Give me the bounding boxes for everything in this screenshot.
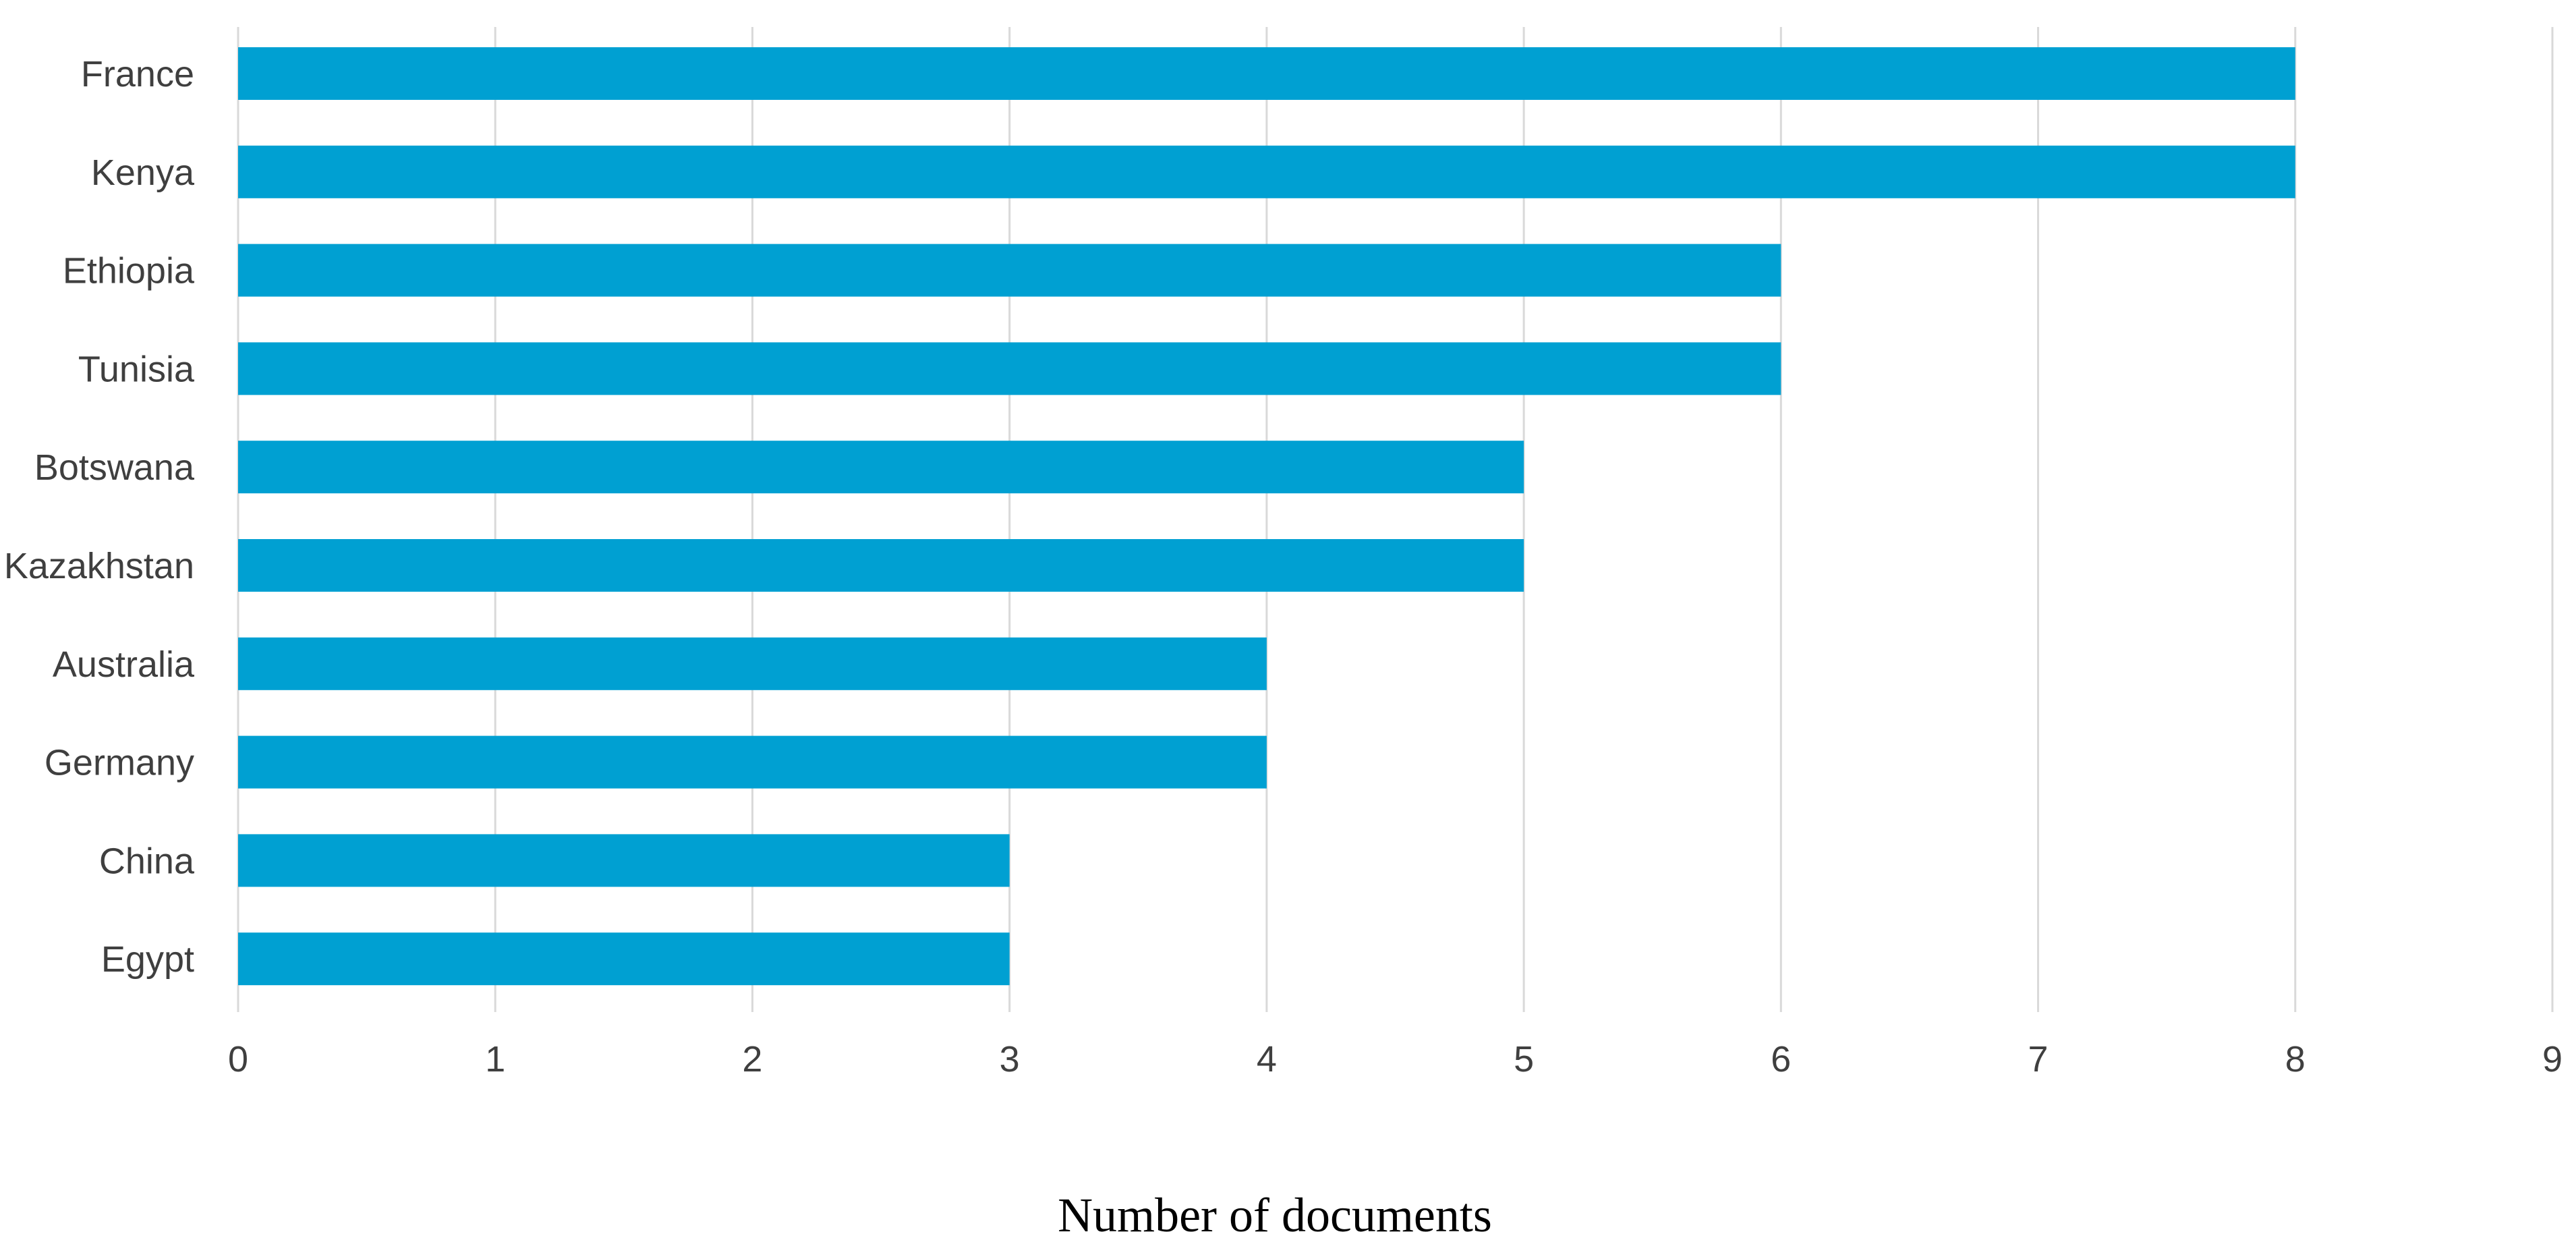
category-label: Kazakhstan [4, 546, 194, 586]
bar-germany [238, 735, 1267, 789]
bar-australia [238, 637, 1267, 690]
bar-kenya [238, 145, 2295, 198]
bar-kazakhstan [238, 539, 1524, 592]
bar-china [238, 834, 1010, 887]
category-label: Germany [45, 743, 194, 783]
category-label: Ethiopia [63, 251, 195, 291]
category-label: Egypt [101, 939, 194, 980]
x-tick-label: 4 [1257, 1039, 1277, 1080]
bar-tunisia [238, 342, 1781, 395]
category-label: France [81, 54, 194, 94]
category-label: China [99, 841, 195, 881]
x-tick-label: 9 [2542, 1039, 2563, 1080]
x-tick-label: 1 [485, 1039, 505, 1080]
category-label: Tunisia [78, 349, 195, 389]
x-tick-label: 7 [2028, 1039, 2049, 1080]
bar-ethiopia [238, 244, 1781, 297]
category-labels: France Kenya Ethiopia Tunisia Botswana Kazakh… [4, 54, 195, 980]
category-label: Kenya [91, 152, 195, 193]
x-tick-label: 3 [1000, 1039, 1020, 1080]
x-axis-title: Number of documents [1058, 1188, 1492, 1242]
bar-egypt [238, 932, 1010, 986]
bars [238, 47, 2295, 986]
x-tick-label: 6 [1771, 1039, 1791, 1080]
category-label: Australia [53, 644, 195, 685]
x-tick-label: 2 [742, 1039, 762, 1080]
bar-france [238, 47, 2295, 100]
x-tick-label: 0 [228, 1039, 248, 1080]
x-tick-labels: 0 1 2 3 4 5 6 7 8 9 [228, 1039, 2563, 1080]
category-label: Botswana [34, 447, 195, 488]
x-tick-label: 8 [2285, 1039, 2306, 1080]
x-tick-label: 5 [1514, 1039, 1534, 1080]
bar-botswana [238, 441, 1524, 494]
